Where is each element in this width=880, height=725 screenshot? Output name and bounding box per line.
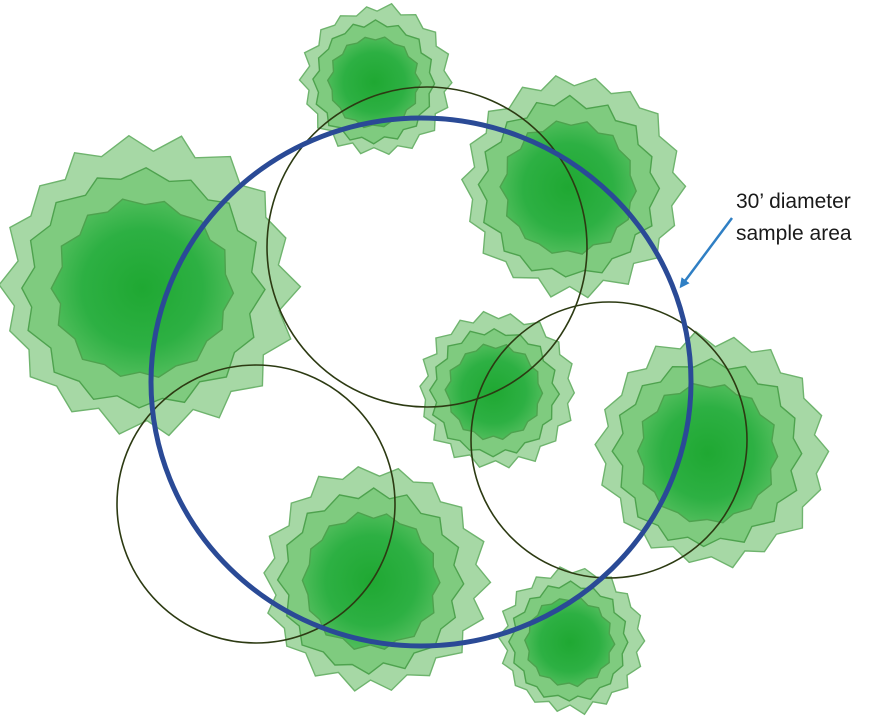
subplot-circles — [116, 86, 748, 644]
tree-canopy-layer-3 — [524, 597, 616, 688]
subplot-circle-right — [470, 301, 748, 579]
tree-canopies — [0, 2, 830, 716]
subplot-circle-left — [116, 364, 396, 644]
subplot-circle-top — [266, 86, 588, 408]
tree-canopy-icon — [594, 330, 830, 569]
tree-canopy-icon — [497, 566, 646, 716]
callout-line-2: sample area — [736, 222, 852, 245]
arrow-icon — [679, 217, 734, 289]
tree-canopy-layer-3 — [50, 198, 235, 378]
tree-canopy-layer-3 — [636, 383, 779, 524]
tree-canopy-icon — [298, 2, 453, 156]
callout-label: 30’ diameter sample area — [736, 190, 857, 245]
tree-canopy-icon — [460, 75, 687, 299]
tree-canopy-icon — [263, 465, 492, 692]
callout-line-1: 30’ diameter — [736, 190, 851, 213]
tree-canopy-icon — [419, 310, 576, 469]
sample-area-circle — [148, 115, 694, 649]
tree-canopy-layer-3 — [499, 120, 637, 255]
